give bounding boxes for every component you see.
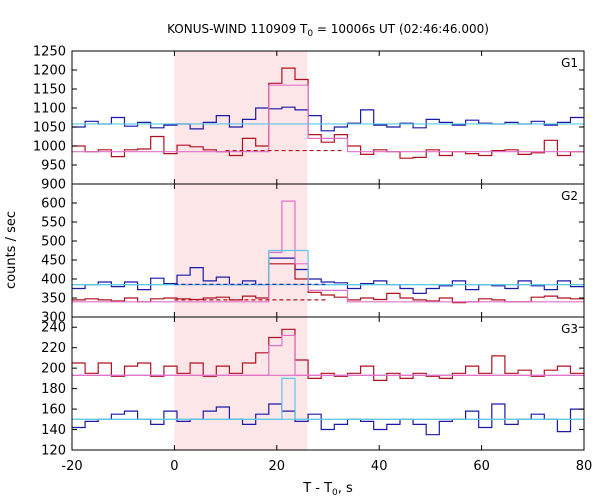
x-tick-label: 40: [371, 459, 388, 474]
x-tick-label: 80: [576, 459, 593, 474]
panel-g2: G2 300 350 400 450 500 550 600: [41, 183, 585, 326]
x-axis-label: T - T0, s: [302, 481, 353, 498]
y-axis-label: counts / sec: [4, 211, 19, 289]
y-tick-label: 300: [41, 311, 66, 326]
series-line-g2-3: [72, 249, 584, 286]
panel-g3: G3 120 140 160 180 200 220 240: [41, 316, 585, 459]
y-tick-label: 1050: [33, 121, 66, 136]
y-tick-label: 1250: [33, 45, 66, 60]
y-tick-label: 240: [41, 321, 66, 336]
y-tick-label: 550: [41, 216, 66, 231]
chart-title: KONUS-WIND 110909 T0 = 10006s UT (02:46:…: [167, 22, 489, 39]
y-tick-label: 140: [41, 423, 66, 438]
series-line-g3-2: [72, 334, 584, 376]
x-tick-label: 60: [473, 459, 490, 474]
series-line-g1-1: [72, 67, 584, 159]
panel-label-g2: G2: [561, 189, 578, 203]
y-tick-label: 200: [41, 362, 66, 377]
series-line-g2-0: [72, 257, 584, 294]
y-tick-label: 1100: [33, 102, 66, 117]
panel-frame-g3: [71, 316, 585, 451]
series-line-g2-1: [72, 263, 584, 304]
series-line-g2-2: [72, 200, 584, 303]
series-line-g1-2: [72, 84, 584, 153]
panel-g1: G1 900 950 1000 1050 1100 1150 1200 1250: [33, 45, 585, 193]
series-line-g3-1: [72, 328, 584, 381]
series-line-g3-0: [72, 403, 584, 436]
panel-frame-g1: [71, 50, 585, 185]
x-tick-label: -20: [61, 459, 82, 474]
y-tick-label: 500: [41, 235, 66, 250]
series-line-g1-0: [72, 106, 584, 132]
y-tick-label: 900: [41, 178, 66, 193]
y-tick-label: 1150: [33, 83, 66, 98]
x-tick-label: 20: [269, 459, 286, 474]
y-tick-label: 950: [41, 159, 66, 174]
y-tick-label: 350: [41, 292, 66, 307]
y-tick-label: 160: [41, 403, 66, 418]
series-line-g3-3: [72, 377, 584, 420]
y-tick-label: 180: [41, 382, 66, 397]
panel-label-g3: G3: [561, 322, 578, 336]
y-tick-label: 400: [41, 273, 66, 288]
plot-layer: G1900950100010501100115012001250G2300350…: [33, 45, 592, 475]
x-tick-label: 0: [170, 459, 178, 474]
y-tick-label: 1000: [33, 140, 66, 155]
y-tick-label: 450: [41, 254, 66, 269]
panel-frame-g2: [71, 183, 585, 318]
y-tick-label: 120: [41, 444, 66, 459]
panel-label-g1: G1: [561, 56, 578, 70]
y-tick-label: 220: [41, 341, 66, 356]
y-tick-label: 1200: [33, 64, 66, 79]
y-tick-label: 600: [41, 197, 66, 212]
